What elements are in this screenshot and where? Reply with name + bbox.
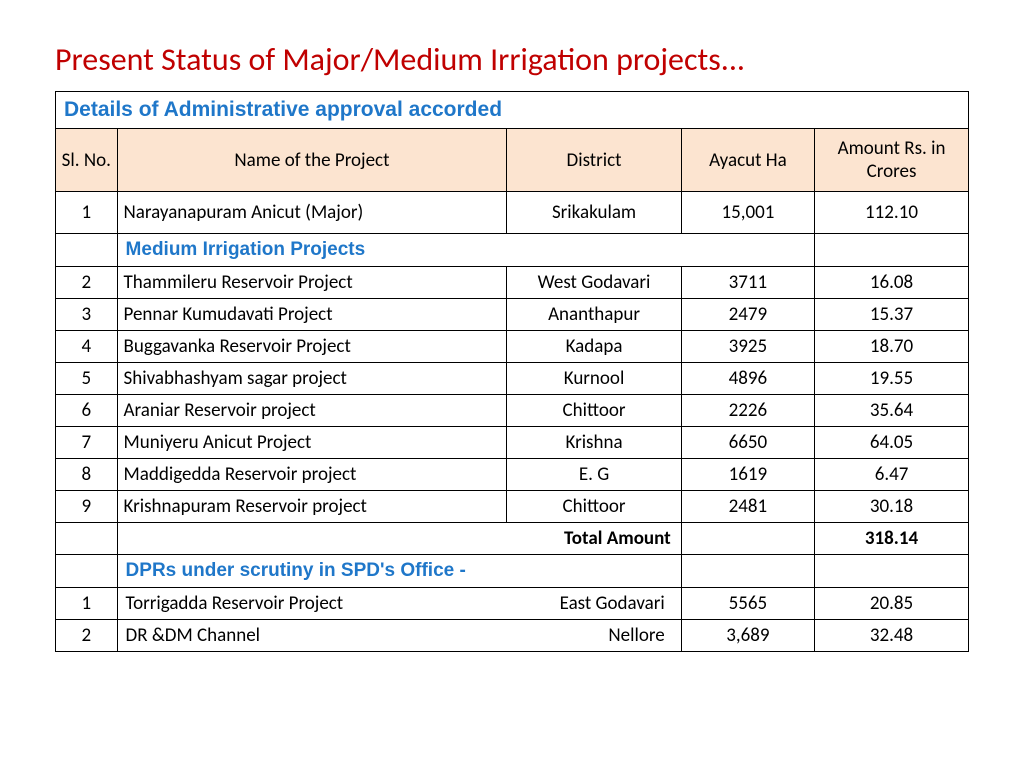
cell-name: Torrigadda Reservoir Project (126, 592, 344, 615)
table-row: 1 Torrigadda Reservoir Project East Godava… (56, 588, 969, 620)
table-title: Details of Administrative approval accor… (56, 92, 969, 129)
total-label: Total Amount (117, 523, 681, 555)
table-title-row: Details of Administrative approval accor… (56, 92, 969, 129)
cell-district: Chittoor (507, 395, 681, 427)
cell-ayacut: 3711 (681, 267, 814, 299)
section-label: DPRs under scrutiny in SPD's Office - (117, 555, 681, 588)
cell-amount: 19.55 (815, 363, 969, 395)
col-amount: Amount Rs. in Crores (815, 129, 969, 192)
section-row-dpr: DPRs under scrutiny in SPD's Office - (56, 555, 969, 588)
cell-ayacut: 2479 (681, 299, 814, 331)
table-row: 3Pennar Kumudavati ProjectAnanthapur2479… (56, 299, 969, 331)
table-row: 2 DR &DM Channel Nellore 3,68932.48 (56, 620, 969, 652)
cell-ayacut: 2481 (681, 491, 814, 523)
cell-ayacut: 3,689 (681, 620, 814, 652)
cell-name: Buggavanka Reservoir Project (117, 331, 507, 363)
total-row: Total Amount 318.14 (56, 523, 969, 555)
cell-amount: 35.64 (815, 395, 969, 427)
cell-sl: 7 (56, 427, 118, 459)
cell-name-district: Torrigadda Reservoir Project East Godavar… (117, 588, 681, 620)
cell-ayacut: 5565 (681, 588, 814, 620)
cell-ayacut: 3925 (681, 331, 814, 363)
cell-district: Kadapa (507, 331, 681, 363)
cell-name: Narayanapuram Anicut (Major) (117, 192, 507, 234)
table-row: 5Shivabhashyam sagar projectKurnool48961… (56, 363, 969, 395)
cell-district: E. G (507, 459, 681, 491)
cell-district: West Godavari (507, 267, 681, 299)
cell-sl: 9 (56, 491, 118, 523)
cell-district: Ananthapur (507, 299, 681, 331)
col-district: District (507, 129, 681, 192)
cell-amount: 112.10 (815, 192, 969, 234)
cell-amount: 30.18 (815, 491, 969, 523)
cell-ayacut: 1619 (681, 459, 814, 491)
projects-table: Details of Administrative approval accor… (55, 91, 969, 652)
cell-amount: 20.85 (815, 588, 969, 620)
cell-amount: 32.48 (815, 620, 969, 652)
total-amount: 318.14 (815, 523, 969, 555)
cell-name: Muniyeru Anicut Project (117, 427, 507, 459)
cell-district: East Godavari (560, 592, 675, 615)
col-ayacut: Ayacut Ha (681, 129, 814, 192)
cell-sl: 2 (56, 267, 118, 299)
section-row-medium: Medium Irrigation Projects (56, 234, 969, 267)
col-sl: Sl. No. (56, 129, 118, 192)
cell-sl: 8 (56, 459, 118, 491)
cell-name: Maddigedda Reservoir project (117, 459, 507, 491)
cell-name: Shivabhashyam sagar project (117, 363, 507, 395)
cell-name: Thammileru Reservoir Project (117, 267, 507, 299)
cell-district: Krishna (507, 427, 681, 459)
cell-sl: 6 (56, 395, 118, 427)
cell-name: Krishnapuram Reservoir project (117, 491, 507, 523)
table-row: 1 Narayanapuram Anicut (Major) Srikakula… (56, 192, 969, 234)
cell-district: Srikakulam (507, 192, 681, 234)
cell-ayacut: 6650 (681, 427, 814, 459)
cell-ayacut: 2226 (681, 395, 814, 427)
table-row: 9Krishnapuram Reservoir projectChittoor2… (56, 491, 969, 523)
cell-amount: 16.08 (815, 267, 969, 299)
cell-district: Chittoor (507, 491, 681, 523)
cell-sl: 1 (56, 192, 118, 234)
cell-name: Araniar Reservoir project (117, 395, 507, 427)
cell-district: Kurnool (507, 363, 681, 395)
cell-name-district: DR &DM Channel Nellore (117, 620, 681, 652)
section-label: Medium Irrigation Projects (117, 234, 815, 267)
cell-sl: 5 (56, 363, 118, 395)
table-row: 8Maddigedda Reservoir projectE. G16196.4… (56, 459, 969, 491)
cell-ayacut: 4896 (681, 363, 814, 395)
col-name: Name of the Project (117, 129, 507, 192)
page-title: Present Status of Major/Medium Irrigatio… (55, 40, 969, 79)
cell-sl: 4 (56, 331, 118, 363)
table-row: 4Buggavanka Reservoir ProjectKadapa39251… (56, 331, 969, 363)
cell-name: Pennar Kumudavati Project (117, 299, 507, 331)
cell-amount: 15.37 (815, 299, 969, 331)
cell-district: Nellore (608, 624, 674, 647)
cell-sl: 3 (56, 299, 118, 331)
cell-amount: 6.47 (815, 459, 969, 491)
cell-name: DR &DM Channel (126, 624, 260, 647)
cell-sl: 1 (56, 588, 118, 620)
cell-amount: 18.70 (815, 331, 969, 363)
table-row: 7Muniyeru Anicut ProjectKrishna665064.05 (56, 427, 969, 459)
cell-ayacut: 15,001 (681, 192, 814, 234)
table-row: 6Araniar Reservoir projectChittoor222635… (56, 395, 969, 427)
cell-amount: 64.05 (815, 427, 969, 459)
table-row: 2Thammileru Reservoir ProjectWest Godava… (56, 267, 969, 299)
table-header-row: Sl. No. Name of the Project District Aya… (56, 129, 969, 192)
cell-sl: 2 (56, 620, 118, 652)
